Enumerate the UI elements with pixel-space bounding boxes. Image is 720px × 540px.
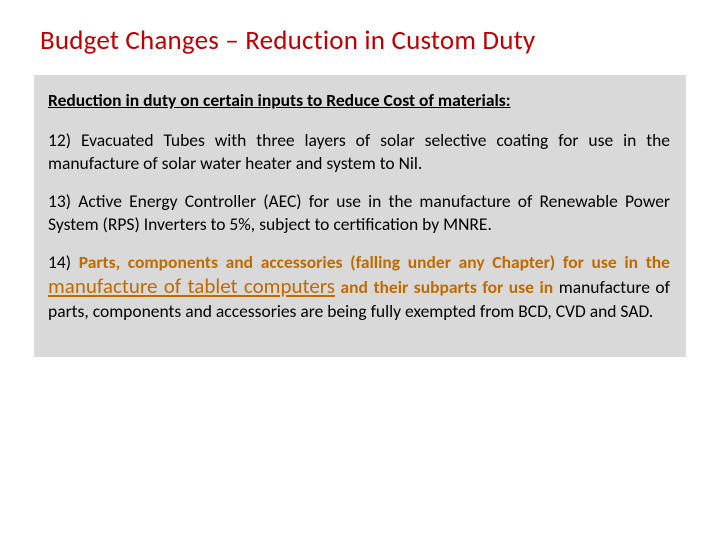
item-14-bold1: Parts, components and accessories (falli…: [79, 251, 670, 273]
item-14-underline: manufacture of tablet computers: [48, 273, 335, 299]
item-14-prefix: 14): [48, 251, 79, 273]
subheading: Reduction in duty on certain inputs to R…: [48, 89, 670, 111]
item-13: 13) Active Energy Controller (AEC) for u…: [48, 190, 670, 235]
slide: Budget Changes – Reduction in Custom Dut…: [0, 0, 720, 540]
content-box: Reduction in duty on certain inputs to R…: [34, 75, 686, 357]
item-14-bold2: and their subparts for use in: [335, 276, 559, 298]
slide-title: Budget Changes – Reduction in Custom Dut…: [34, 24, 686, 57]
item-12: 12) Evacuated Tubes with three layers of…: [48, 129, 670, 174]
item-14: 14) Parts, components and accessories (f…: [48, 251, 670, 323]
